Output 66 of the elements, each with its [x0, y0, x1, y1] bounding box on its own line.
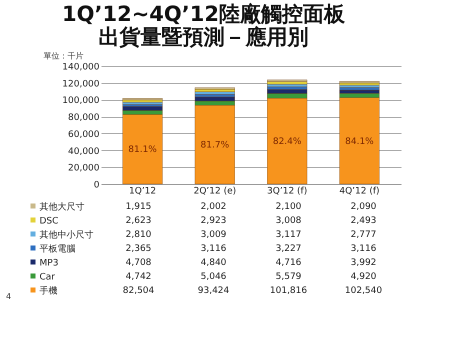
text: 4 [6, 292, 12, 301]
bar [267, 86, 308, 90]
data-label: 2,002 [200, 202, 226, 212]
data-label: 3,992 [350, 258, 376, 268]
data-label: 2,100 [276, 202, 302, 212]
data-label: 3,116 [350, 244, 377, 254]
x-tick-label: 4Q’12 (f) [339, 186, 380, 196]
y-axis-title: 單位：千片 [44, 52, 84, 60]
bar [122, 114, 163, 184]
data-label: 93,424 [198, 286, 230, 296]
data-label: 5,046 [200, 272, 227, 282]
annotation: 84.1% [345, 136, 374, 147]
annotation: 81.1% [128, 145, 158, 156]
x-tick-label: 3Q’12 (f) [267, 186, 308, 196]
data-label: 3,008 [276, 216, 302, 226]
y-tick-label: 100,000 [62, 96, 100, 106]
annotation: 81.7% [200, 140, 230, 151]
legend-label: DSC [40, 216, 58, 226]
y-tick-label: 140,000 [62, 62, 100, 72]
data-label: 2,923 [200, 216, 226, 226]
data-label: 3,116 [200, 244, 227, 254]
chart-title: 1Q’12~4Q’12陸廠觸控面板 [62, 2, 346, 26]
data-label: 2,090 [350, 202, 377, 212]
y-tick-label: 80,000 [68, 113, 100, 124]
data-label: 5,579 [276, 272, 302, 282]
bar [194, 96, 235, 102]
chart-subtitle: 出貨量暨預測－應用別 [98, 25, 308, 49]
data-label: 2,810 [126, 230, 152, 240]
data-label: 102,540 [344, 286, 382, 296]
data-label: 3,117 [276, 230, 302, 240]
legend-label: Car [40, 272, 56, 282]
data-label: 3,227 [276, 244, 302, 254]
data-label: 2,493 [350, 216, 376, 226]
x-tick-label: 2Q’12 (e) [194, 186, 236, 196]
legend-label: 平板電腦 [40, 244, 76, 254]
data-label: 4,716 [276, 258, 302, 268]
bar [339, 90, 380, 94]
annotation: 82.4% [272, 137, 302, 148]
bar [194, 105, 235, 184]
data-label: 4,840 [200, 258, 227, 268]
data-label: 2,623 [126, 216, 152, 226]
bar [339, 97, 380, 184]
bar [194, 89, 235, 92]
x-tick-label: 1Q’12 [129, 186, 156, 196]
legend-label: 其他大尺寸 [40, 202, 84, 212]
data-label: 4,920 [350, 272, 377, 282]
y-tick-label: 120,000 [62, 79, 100, 90]
data-label: 82,504 [122, 286, 155, 296]
data-label: 3,009 [200, 230, 227, 240]
bar [267, 98, 308, 184]
data-label: 2,777 [350, 230, 376, 240]
legend-label: 其他中小尺寸 [40, 230, 94, 240]
data-label: 2,365 [126, 244, 152, 254]
legend-label: MP3 [40, 258, 58, 268]
bar [339, 84, 380, 88]
data-label: 4,742 [126, 272, 152, 282]
legend-label: 手機 [40, 286, 58, 296]
bar [122, 106, 163, 111]
y-tick-label: 0 [94, 180, 100, 190]
data-label: 1,915 [126, 202, 152, 212]
y-tick-label: 60,000 [68, 130, 100, 140]
data-label: 4,708 [126, 258, 152, 268]
y-tick-label: 40,000 [68, 146, 100, 157]
bar [122, 102, 163, 105]
y-tick-label: 20,000 [68, 164, 100, 174]
data-label: 101,816 [270, 286, 308, 296]
